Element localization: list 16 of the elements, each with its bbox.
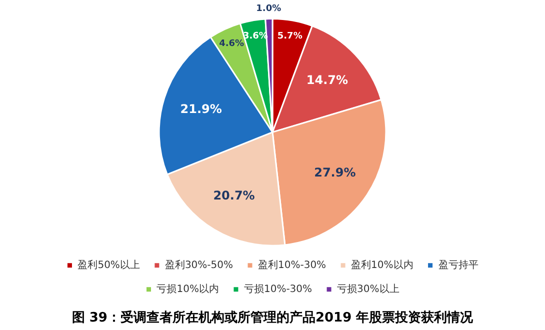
legend-label: 盈亏持平 bbox=[438, 258, 478, 271]
legend-label: 亏损10%以内 bbox=[156, 282, 219, 295]
legend-label: 盈利10%以内 bbox=[351, 258, 414, 271]
legend-label: 盈利10%-30% bbox=[258, 258, 326, 271]
data-label: 20.7% bbox=[213, 188, 255, 203]
data-label: 14.7% bbox=[306, 73, 348, 88]
legend-label: 盈利30%-50% bbox=[164, 258, 233, 271]
legend-label: 亏损10%-30% bbox=[244, 282, 312, 295]
data-label: 4.6% bbox=[219, 38, 244, 49]
data-label: 5.7% bbox=[277, 32, 302, 42]
legend-label: 盈利50%以上 bbox=[78, 258, 140, 271]
data-label: 27.9% bbox=[314, 166, 356, 180]
data-label: 1.0% bbox=[256, 4, 282, 14]
legend-label: 亏损30%以上 bbox=[337, 282, 400, 295]
text: 图 39：受调查者所在机构或所管理的产品2019 年股票投资获利情况 bbox=[72, 310, 474, 326]
data-label: 21.9% bbox=[180, 102, 222, 116]
